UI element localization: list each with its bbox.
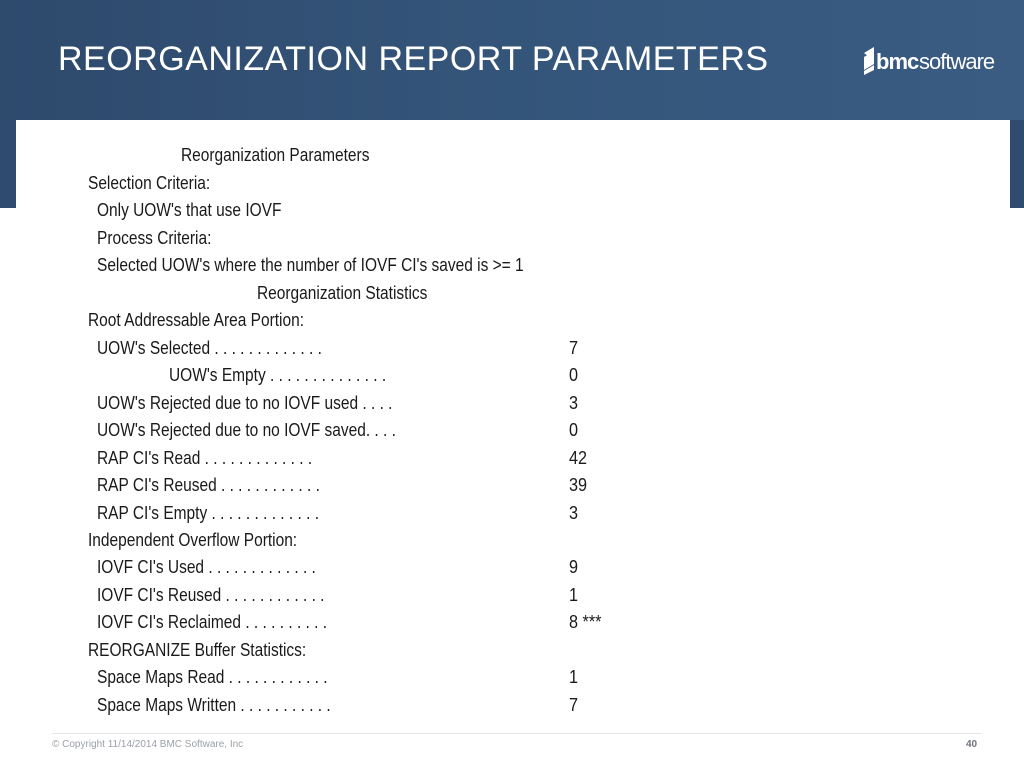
copyright: © Copyright 11/14/2014 BMC Software, Inc — [52, 739, 244, 750]
stat-label: UOW's Empty . . . . . . . . . . . . . . — [169, 365, 387, 385]
stat-label: Space Maps Read . . . . . . . . . . . . — [97, 667, 328, 687]
stat-value: 7 — [569, 338, 579, 358]
line-selected-uows: Selected UOW's where the number of IOVF … — [97, 255, 524, 275]
line-independent-overflow: Independent Overflow Portion: — [88, 530, 298, 550]
stat-value: 1 — [569, 667, 579, 687]
stat-label: Space Maps Written . . . . . . . . . . . — [97, 695, 331, 715]
stat-value: 39 — [569, 475, 588, 495]
line-reorganize-buffer: REORGANIZE Buffer Statistics: — [88, 640, 307, 660]
stat-value: 0 — [569, 420, 579, 440]
stat-label: IOVF CI's Reused . . . . . . . . . . . . — [97, 585, 325, 605]
content-panel — [16, 120, 1010, 768]
bmc-logo: bmc software — [864, 47, 996, 75]
heading-reorganization-parameters: Reorganization Parameters — [181, 145, 370, 165]
footer-rule — [52, 733, 982, 734]
stat-label: UOW's Rejected due to no IOVF saved. . .… — [97, 420, 396, 440]
stat-value: 9 — [569, 557, 579, 577]
stat-value: 7 — [569, 695, 579, 715]
line-selection-criteria: Selection Criteria: — [88, 173, 211, 193]
slide-header — [0, 0, 1024, 120]
page-number: 40 — [966, 739, 978, 750]
line-process-criteria: Process Criteria: — [97, 228, 212, 248]
svg-text:bmc: bmc — [876, 49, 919, 74]
stat-label: IOVF CI's Reclaimed . . . . . . . . . . — [97, 612, 328, 632]
stat-label: UOW's Selected . . . . . . . . . . . . . — [97, 338, 322, 358]
slide-title: REORGANIZATION REPORT PARAMETERS — [58, 40, 769, 78]
stat-label: RAP CI's Read . . . . . . . . . . . . . — [97, 448, 313, 468]
header-left-band — [0, 120, 16, 208]
svg-text:software: software — [919, 49, 995, 74]
line-only-uows-iovf: Only UOW's that use IOVF — [97, 200, 282, 220]
stat-value: 3 — [569, 393, 579, 413]
stat-value: 3 — [569, 503, 579, 523]
stat-label: IOVF CI's Used . . . . . . . . . . . . . — [97, 557, 316, 577]
stat-value: 42 — [569, 448, 588, 468]
stat-value: 1 — [569, 585, 579, 605]
stat-label: UOW's Rejected due to no IOVF used . . .… — [97, 393, 393, 413]
stat-value: 8 *** — [569, 612, 602, 632]
stat-label: RAP CI's Reused . . . . . . . . . . . . — [97, 475, 320, 495]
heading-reorganization-statistics: Reorganization Statistics — [257, 283, 428, 303]
stat-label: RAP CI's Empty . . . . . . . . . . . . . — [97, 503, 320, 523]
line-root-addressable-area: Root Addressable Area Portion: — [88, 310, 304, 330]
stat-value: 0 — [569, 365, 579, 385]
header-right-band — [1010, 120, 1024, 208]
